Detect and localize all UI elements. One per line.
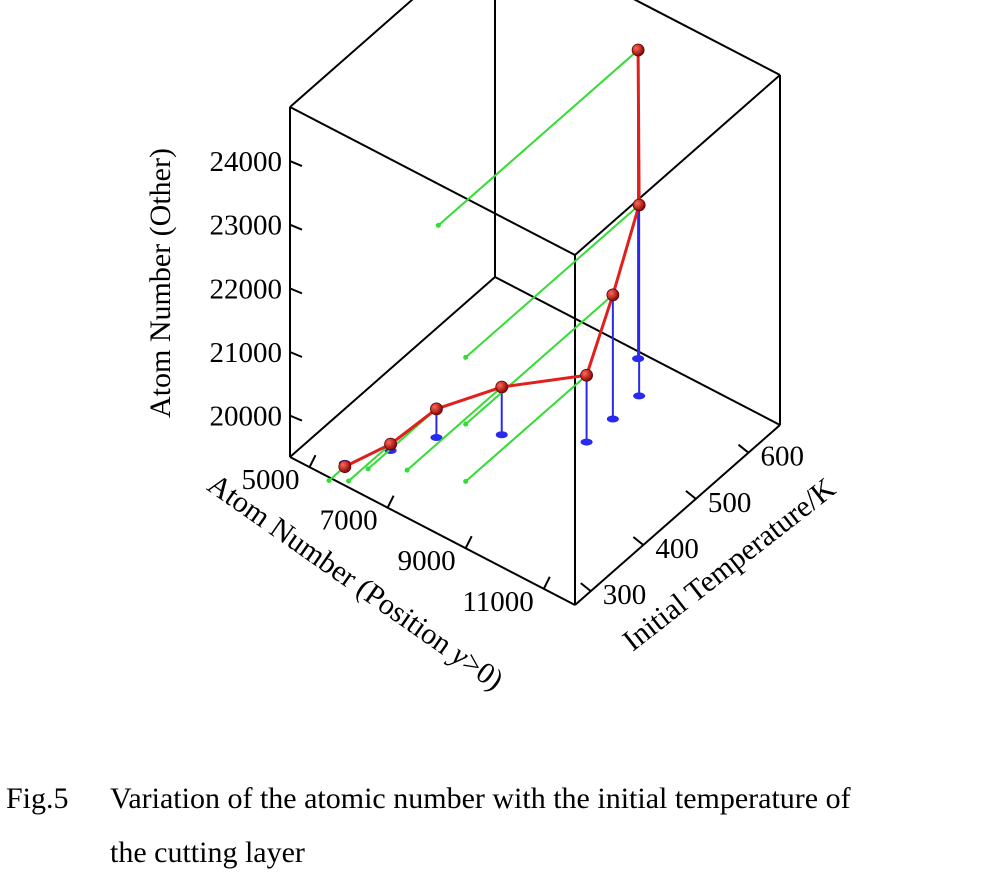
wall-drop-marker <box>463 421 469 427</box>
z-tick-label: 23000 <box>210 210 283 242</box>
x-tick-label: 300 <box>603 579 647 611</box>
z-tick-label: 22000 <box>210 273 283 305</box>
data-point <box>631 43 645 57</box>
wall-drop-line <box>465 204 640 359</box>
x-tick-mark <box>632 536 644 546</box>
plot-box <box>289 0 781 606</box>
floor-drop-marker <box>606 415 619 423</box>
series-line <box>344 50 641 468</box>
wall-drop-line <box>437 49 639 227</box>
data-point <box>430 402 443 416</box>
data-point <box>338 460 352 474</box>
box-edge-top <box>574 74 781 256</box>
box-edge <box>289 0 414 108</box>
wall-drop-marker <box>346 478 352 484</box>
floor-drop-marker <box>580 438 593 446</box>
y-tick-label: 7000 <box>320 505 378 537</box>
floor-drop-marker <box>633 392 646 400</box>
data-point <box>632 198 646 212</box>
z-tick-mark <box>289 160 303 168</box>
z-tick-mark <box>289 414 303 422</box>
drop-lines <box>326 49 646 484</box>
caption-number: Fig.5 <box>6 782 69 815</box>
z-tick-mark <box>289 223 303 231</box>
y-tick-label: 9000 <box>398 545 456 577</box>
wall-drop-line <box>347 443 392 482</box>
wall-drop-marker <box>326 477 332 483</box>
y-tick-mark <box>542 576 551 590</box>
y-axis-label: Atom Number (Position y>0) <box>202 468 510 697</box>
wall-drop-line <box>406 386 503 471</box>
wall-drop-marker <box>404 467 410 473</box>
z-tick-mark <box>289 351 303 358</box>
box-edge-top <box>289 106 576 256</box>
data-point <box>384 437 398 451</box>
x-tick-label: 600 <box>760 441 804 473</box>
wall-drop-marker <box>365 466 371 472</box>
box-edge <box>633 0 781 76</box>
z-tick-label: 24000 <box>210 146 283 178</box>
z-tick-label: 21000 <box>210 337 283 369</box>
caption-line-2: the cutting layer <box>110 836 305 869</box>
y-tick-label: 11000 <box>462 586 533 618</box>
z-tick-mark <box>289 287 303 295</box>
z-axis-label: Atom Number (Other) <box>144 148 177 418</box>
data-point <box>580 368 593 382</box>
y-tick-mark <box>386 495 395 509</box>
x-tick-mark <box>737 443 750 454</box>
caption-line-1: Variation of the atomic number with the … <box>110 782 851 815</box>
x-tick-label: 500 <box>708 487 752 519</box>
x-tick-label: 400 <box>655 533 699 565</box>
y-tick-label: 5000 <box>242 464 300 496</box>
box-edge <box>574 424 781 606</box>
x-tick-mark <box>685 490 697 500</box>
data-curve <box>338 43 646 474</box>
y-tick-mark <box>308 454 317 468</box>
box-edge <box>289 456 576 606</box>
floor-drop-marker <box>430 434 443 442</box>
floor-drop-marker <box>495 431 508 439</box>
wall-drop-marker <box>463 478 469 484</box>
data-point <box>606 288 620 302</box>
box-edge <box>289 276 496 458</box>
floor-drop-marker <box>632 355 645 363</box>
data-point <box>495 380 509 394</box>
wall-drop-line <box>465 374 588 483</box>
wall-drop-marker <box>435 222 441 228</box>
z-tick-label: 20000 <box>210 401 283 433</box>
wall-drop-marker <box>463 354 469 360</box>
x-tick-mark <box>580 582 592 592</box>
y-tick-mark <box>464 535 473 549</box>
wall-drop-line <box>465 294 614 425</box>
